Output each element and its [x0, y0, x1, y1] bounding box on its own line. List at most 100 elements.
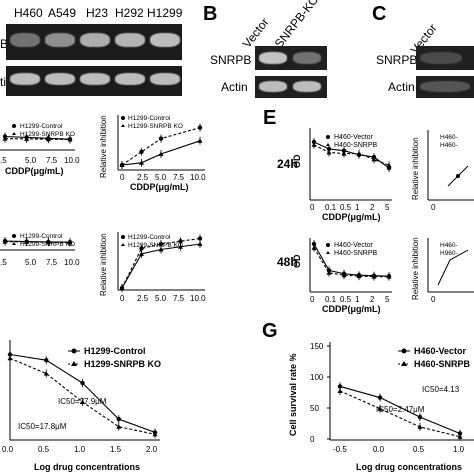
data-point: [67, 137, 73, 142]
tick-label: 0: [120, 294, 125, 303]
blot-c-row-label-actin: Actin: [388, 80, 415, 94]
data-point: [139, 160, 144, 165]
data-point: [197, 236, 203, 241]
blot-a-snrpb-band: [10, 33, 40, 47]
chart-g-survival: Cell survival rate % 150 100 50 0 H460-Vect…: [288, 342, 474, 472]
tick-label: .5: [0, 156, 7, 165]
tick-label: 0.5: [38, 445, 50, 454]
tick-label: 0: [120, 173, 125, 182]
data-point: [139, 251, 144, 256]
blot-b-row-label-snrpb: SNRPB: [210, 53, 252, 67]
tick-label: 5.0: [25, 156, 37, 165]
legend-label-vector: H460-Vector: [334, 134, 374, 141]
blot-a-actin-band: [10, 73, 40, 85]
chart-e1-legend: H460-Vector H460-SNRPB: [326, 134, 378, 149]
chart-d-viability-48h: H1299-Control H1299-SNRPB KO .5 5.0 7.5 …: [0, 233, 80, 267]
legend-label-ko: H1299-SNRPB KO: [128, 242, 183, 249]
blot-c-snrpb-band: [420, 52, 462, 64]
series-line: [121, 237, 201, 289]
data-point: [371, 274, 377, 279]
series-line: [339, 390, 461, 438]
data-point: [43, 371, 49, 376]
tick-label: 0.5: [413, 445, 425, 454]
tick-label: 100: [310, 373, 324, 382]
tick-label: 0.0: [373, 445, 385, 454]
data-point: [386, 274, 392, 279]
chart-f-legend: H1299-Control H1299-SNRPB KO: [68, 346, 161, 369]
blot-a-row-label-snrpb: B: [0, 37, 9, 51]
blot-a-actin-band: [45, 73, 75, 85]
data-point: [7, 355, 13, 361]
legend-label-ko: H1299-SNRPB KO: [84, 359, 161, 369]
tick-label: 5: [385, 203, 390, 212]
chart-g-legend: H460-Vector H460-SNRPB: [398, 346, 471, 369]
data-point: [311, 245, 317, 250]
row-label-24h: 24h: [277, 157, 298, 171]
blot-b-snrpb-band: [259, 52, 287, 64]
tick-label: 5: [385, 295, 390, 304]
tick-label: 1: [355, 203, 360, 212]
legend-label-control: H1299-Control: [84, 346, 146, 356]
blot-a-actin-band: [80, 73, 110, 85]
blot-a-snrpb-band: [115, 33, 145, 47]
blot-a-lane-4: H292: [115, 6, 144, 20]
data-point: [356, 273, 362, 279]
data-point: [158, 241, 164, 247]
ic50-annotation-ko: IC50=17.8μM: [18, 422, 67, 431]
data-point: [2, 136, 8, 141]
panel-letter-b: B: [203, 3, 218, 25]
axis-title: Log drug concentrations: [34, 462, 140, 472]
tick-label: 1.0: [453, 445, 465, 454]
tick-label: 50: [310, 404, 319, 413]
legend-label-ko: H1299-SNRPB KO: [20, 241, 75, 248]
data-point: [341, 151, 347, 156]
legend-label-control: H1299-Control: [128, 115, 171, 122]
legend-label-vector: H460-Vector: [334, 242, 374, 249]
data-point: [116, 424, 122, 429]
ic50-annotation-snrpb: IC50=2.47μM: [376, 405, 425, 414]
series-line: [437, 249, 469, 286]
axis-title: CDDP(μg/mL): [5, 166, 64, 176]
data-point: [24, 239, 30, 244]
data-point: [119, 285, 125, 290]
legend-label: H460-: [440, 142, 458, 149]
tick-label: 5.0: [155, 173, 167, 182]
data-point: [341, 272, 347, 278]
series-line: [121, 140, 201, 166]
axis-title: Log drug concentrations: [356, 462, 462, 472]
data-point: [356, 151, 362, 156]
tick-label: 0: [431, 203, 436, 212]
blot-a-lane-5: H1299: [147, 6, 183, 20]
data-point: [158, 151, 164, 156]
tick-label: 7.5: [173, 294, 185, 303]
legend-label-control: H1299-Control: [128, 234, 171, 241]
tick-label: 2: [370, 295, 375, 304]
data-point: [116, 416, 121, 422]
data-point: [45, 136, 51, 142]
tick-label: 10.0: [64, 156, 80, 165]
tick-label: 10.0: [190, 294, 206, 303]
tick-label: 2: [370, 203, 375, 212]
axis-title: Relative inhibition: [411, 237, 420, 300]
data-point: [152, 431, 158, 437]
data-point: [158, 247, 164, 252]
legend-label-snrpb: H460-SNRPB: [334, 250, 378, 257]
tick-label: 7.5: [46, 156, 58, 165]
axis-title: OD: [292, 154, 302, 168]
blot-b-actin-band: [259, 81, 287, 92]
tick-label: 2.0: [146, 445, 158, 454]
blot-a-actin-band: [115, 73, 145, 85]
tick-label: -0.5: [333, 445, 347, 454]
tick-label: 0: [431, 295, 436, 304]
tick-label: 10.0: [190, 173, 206, 182]
legend-label-ko: H1299-SNRPB KO: [128, 123, 183, 130]
data-point: [139, 149, 144, 154]
chart-e-inhibition-48h-partial: Relative inhibition H460- H960- 0: [411, 237, 474, 304]
tick-label: 0: [310, 203, 315, 212]
data-point: [417, 424, 423, 429]
axis-title: CDDP(μg/mL): [130, 182, 189, 192]
data-point: [456, 174, 460, 178]
tick-label: 150: [310, 342, 324, 351]
chart-d-inhibition-48h: Relative inhibition H1299-Control H1299-…: [99, 232, 206, 303]
data-point: [457, 434, 463, 439]
